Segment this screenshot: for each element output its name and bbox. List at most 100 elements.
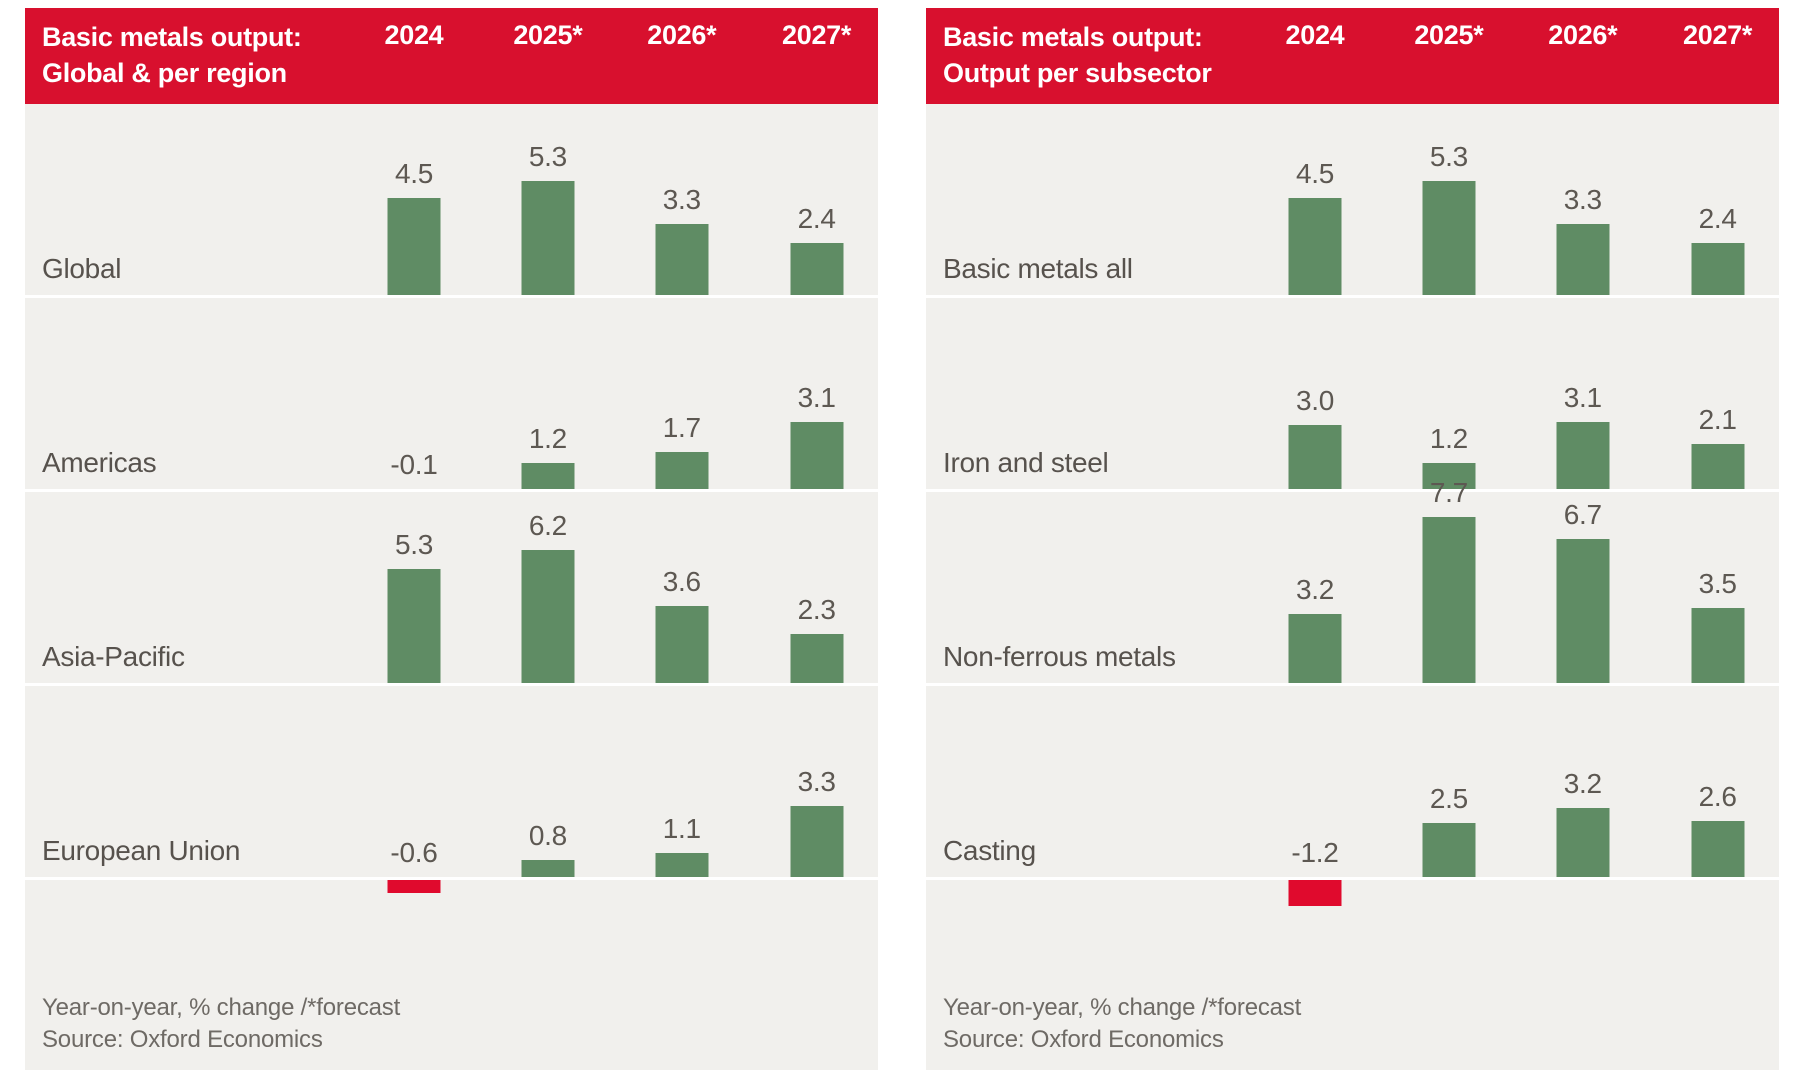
value-label-americas-2026: 1.7	[662, 412, 701, 444]
bar-basic-metals-all-2027	[1691, 243, 1745, 295]
chart-row-global: Global 4.5 5.3 3.3 2.4	[25, 104, 878, 298]
value-label-global-2027: 2.4	[797, 203, 836, 235]
chart-row-basic-metals-all: Basic metals all 4.5 5.3 3.3 2.4	[926, 104, 1779, 298]
bar-asia-pacific-2027	[790, 633, 844, 683]
bar-asia-pacific-2025	[521, 549, 575, 683]
subsectors-title-line2: Output per subsector	[943, 58, 1212, 88]
value-label-casting-2026: 3.2	[1563, 768, 1602, 800]
regions-column-header-2026: 2026*	[647, 20, 717, 50]
chart-row-european-union: European Union -0.6 0.8 1.1 3.3	[25, 686, 878, 893]
value-label-iron-and-steel-2026: 3.1	[1563, 382, 1602, 414]
value-label-casting-2024: -1.2	[1291, 837, 1339, 868]
chart-panel-regions: Basic metals output: Global & per region…	[25, 8, 878, 1070]
category-label-non-ferrous-metals: Non-ferrous metals	[943, 641, 1176, 672]
regions-panel-header: Basic metals output: Global & per region…	[25, 8, 878, 104]
bar-global-2024	[387, 198, 441, 295]
category-label-casting: Casting	[943, 835, 1036, 866]
value-label-global-2026: 3.3	[662, 184, 701, 216]
bar-casting-2027	[1691, 821, 1745, 877]
bar-european-union-2024	[387, 880, 441, 893]
subsectors-title-line1: Basic metals output:	[943, 22, 1203, 52]
bar-casting-2026	[1556, 808, 1610, 877]
bar-european-union-2026	[655, 853, 709, 877]
subsectors-column-header-2026: 2026*	[1548, 20, 1618, 50]
value-label-basic-metals-all-2026: 3.3	[1563, 184, 1602, 216]
bar-iron-and-steel-2024	[1288, 424, 1342, 489]
value-label-americas-2027: 3.1	[797, 382, 836, 414]
subsectors-column-header-2027: 2027*	[1683, 20, 1753, 50]
category-label-asia-pacific: Asia-Pacific	[42, 641, 185, 672]
bar-global-2027	[790, 243, 844, 295]
value-label-european-union-2025: 0.8	[528, 819, 567, 851]
bar-asia-pacific-2024	[387, 569, 441, 683]
value-label-americas-2024: -0.1	[390, 449, 438, 480]
regions-footnote: Year-on-year, % change /*forecast	[42, 994, 401, 1021]
bar-iron-and-steel-2026	[1556, 422, 1610, 489]
subsectors-panel-body: Basic metals all 4.5 5.3 3.3 2.4 Iron and ste…	[926, 104, 1779, 906]
subsectors-footnote: Year-on-year, % change /*forecast	[943, 994, 1302, 1021]
chart-row-casting: Casting -1.2 2.5 3.2 2.6	[926, 686, 1779, 906]
value-label-non-ferrous-metals-2024: 3.2	[1295, 574, 1334, 606]
regions-panel-title: Basic metals output: Global & per region	[42, 19, 302, 91]
value-label-non-ferrous-metals-2025: 7.7	[1429, 477, 1468, 509]
regions-column-header-2025: 2025*	[513, 20, 583, 50]
bar-european-union-2025	[521, 859, 575, 877]
bar-non-ferrous-metals-2026	[1556, 538, 1610, 683]
bar-european-union-2027	[790, 806, 844, 877]
value-label-americas-2025: 1.2	[528, 423, 567, 455]
bar-non-ferrous-metals-2025	[1422, 517, 1476, 683]
value-label-casting-2027: 2.6	[1698, 781, 1737, 813]
bar-basic-metals-all-2026	[1556, 224, 1610, 295]
value-label-european-union-2027: 3.3	[797, 766, 836, 798]
value-label-asia-pacific-2027: 2.3	[797, 593, 836, 625]
value-label-european-union-2024: -0.6	[390, 837, 438, 868]
value-label-iron-and-steel-2027: 2.1	[1698, 403, 1737, 435]
value-label-iron-and-steel-2024: 3.0	[1295, 384, 1334, 416]
category-label-iron-and-steel: Iron and steel	[943, 447, 1109, 478]
bar-americas-2027	[790, 422, 844, 489]
bar-iron-and-steel-2027	[1691, 443, 1745, 489]
regions-source: Source: Oxford Economics	[42, 1026, 323, 1053]
value-label-basic-metals-all-2024: 4.5	[1295, 158, 1334, 190]
value-label-global-2024: 4.5	[394, 158, 433, 190]
value-label-global-2025: 5.3	[528, 141, 567, 173]
regions-column-header-2027: 2027*	[782, 20, 852, 50]
value-label-non-ferrous-metals-2026: 6.7	[1563, 498, 1602, 530]
subsectors-column-header-2025: 2025*	[1414, 20, 1484, 50]
category-label-european-union: European Union	[42, 835, 241, 866]
chart-row-iron-and-steel: Iron and steel 3.0 1.2 3.1 2.1	[926, 298, 1779, 492]
chart-row-asia-pacific: Asia-Pacific 5.3 6.2 3.6 2.3	[25, 492, 878, 686]
regions-column-header-2024: 2024	[384, 20, 444, 50]
chart-panel-subsectors: Basic metals output: Output per subsecto…	[926, 8, 1779, 1070]
regions-title-line1: Basic metals output:	[42, 22, 302, 52]
value-label-asia-pacific-2024: 5.3	[394, 529, 433, 561]
bar-basic-metals-all-2025	[1422, 181, 1476, 295]
regions-panel-footer: Year-on-year, % change /*forecast Source…	[25, 880, 878, 1070]
bar-non-ferrous-metals-2024	[1288, 614, 1342, 683]
subsectors-column-header-2024: 2024	[1285, 20, 1345, 50]
bar-americas-2025	[521, 463, 575, 489]
value-label-casting-2025: 2.5	[1429, 783, 1468, 815]
value-label-basic-metals-all-2025: 5.3	[1429, 141, 1468, 173]
bar-asia-pacific-2026	[655, 605, 709, 683]
bar-non-ferrous-metals-2027	[1691, 607, 1745, 683]
value-label-european-union-2026: 1.1	[662, 813, 701, 845]
regions-title-line2: Global & per region	[42, 58, 287, 88]
category-label-basic-metals-all: Basic metals all	[943, 253, 1133, 284]
bar-basic-metals-all-2024	[1288, 198, 1342, 295]
category-label-americas: Americas	[42, 447, 157, 478]
bar-global-2025	[521, 181, 575, 295]
bar-iron-and-steel-2025	[1422, 463, 1476, 489]
chart-row-non-ferrous-metals: Non-ferrous metals 3.2 7.7 6.7 3.5	[926, 477, 1779, 686]
subsectors-source: Source: Oxford Economics	[943, 1026, 1224, 1053]
value-label-asia-pacific-2025: 6.2	[528, 509, 567, 541]
subsectors-panel-footer: Year-on-year, % change /*forecast Source…	[926, 880, 1779, 1070]
value-label-basic-metals-all-2027: 2.4	[1698, 203, 1737, 235]
regions-panel-body: Global 4.5 5.3 3.3 2.4 Americas -0.1 1.2 1.7 3.1 A…	[25, 104, 878, 893]
subsectors-panel-header: Basic metals output: Output per subsecto…	[926, 8, 1779, 104]
bar-casting-2024	[1288, 880, 1342, 906]
value-label-non-ferrous-metals-2027: 3.5	[1698, 567, 1737, 599]
bar-global-2026	[655, 224, 709, 295]
category-label-global: Global	[42, 253, 122, 284]
